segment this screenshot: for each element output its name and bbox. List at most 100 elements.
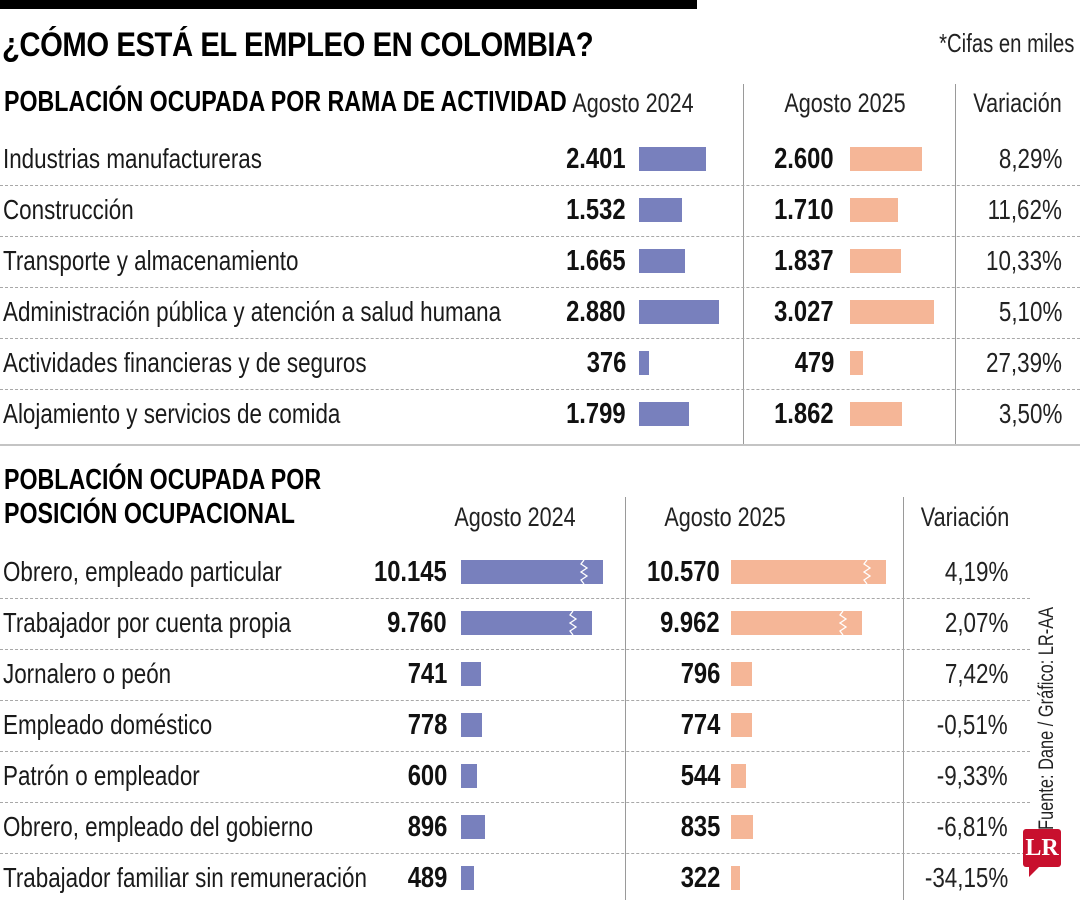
value-2025: 835 bbox=[680, 811, 720, 843]
section-title-posicion-1: POBLACIÓN OCUPADA POR bbox=[4, 464, 322, 496]
value-2024: 2.880 bbox=[566, 296, 626, 328]
row-label: Obrero, empleado del gobierno bbox=[3, 811, 314, 842]
variation: 7,42% bbox=[944, 658, 1008, 689]
variation: 2,07% bbox=[944, 607, 1008, 638]
axis-break-icon bbox=[862, 560, 872, 584]
bar-2024 bbox=[461, 866, 475, 890]
value-2024: 1.665 bbox=[566, 245, 626, 277]
value-2025: 3.027 bbox=[774, 296, 834, 328]
row-divider bbox=[0, 597, 1030, 599]
row-divider bbox=[0, 750, 1030, 752]
row-divider bbox=[0, 699, 1030, 701]
value-2024: 489 bbox=[407, 862, 447, 894]
value-2025: 774 bbox=[680, 709, 720, 741]
value-2024: 2.401 bbox=[566, 143, 626, 175]
variation: 10,33% bbox=[986, 245, 1062, 276]
row-label: Jornalero o peón bbox=[3, 658, 172, 689]
section-title-rama: POBLACIÓN OCUPADA POR RAMA DE ACTIVIDAD bbox=[4, 86, 567, 118]
row-label: Alojamiento y servicios de comida bbox=[3, 398, 341, 429]
axis-break-icon bbox=[579, 560, 589, 584]
row-label: Patrón o empleador bbox=[3, 760, 200, 791]
bar-2024 bbox=[461, 815, 485, 839]
row-label: Administración pública y atención a salu… bbox=[3, 296, 502, 327]
row-divider bbox=[0, 184, 1080, 186]
value-2025: 9.962 bbox=[660, 607, 720, 639]
col-head-2025: Agosto 2025 bbox=[784, 88, 906, 118]
bar-2024 bbox=[639, 147, 706, 171]
row-label: Trabajador por cuenta propia bbox=[3, 607, 292, 638]
value-2025: 10.570 bbox=[647, 556, 720, 588]
bar-2025 bbox=[731, 713, 752, 737]
variation: 11,62% bbox=[987, 194, 1062, 225]
bar-2024 bbox=[461, 764, 478, 788]
units-note: *Cifas en miles bbox=[938, 28, 1074, 58]
bar-2024 bbox=[639, 351, 650, 375]
value-2024: 9.760 bbox=[387, 607, 447, 639]
value-2024: 1.532 bbox=[566, 194, 626, 226]
value-2024: 778 bbox=[407, 709, 447, 741]
value-2024: 1.799 bbox=[566, 398, 626, 430]
divider-v2 bbox=[955, 84, 956, 446]
row-divider bbox=[0, 852, 1030, 854]
bar-2025 bbox=[850, 351, 864, 375]
variation: 5,10% bbox=[998, 296, 1062, 327]
row-label: Obrero, empleado particular bbox=[3, 556, 282, 587]
variation: -9,33% bbox=[937, 760, 1008, 791]
bar-2025 bbox=[731, 611, 862, 635]
bar-2025 bbox=[731, 866, 740, 890]
row-divider bbox=[0, 801, 1030, 803]
row-divider bbox=[0, 388, 1080, 390]
bar-2025 bbox=[731, 560, 886, 584]
bar-2024 bbox=[461, 713, 482, 737]
bar-2025 bbox=[731, 662, 753, 686]
bar-2025 bbox=[850, 198, 898, 222]
divider-v4 bbox=[903, 497, 904, 900]
divider-v1 bbox=[743, 84, 744, 446]
value-2024: 741 bbox=[407, 658, 447, 690]
bar-2025 bbox=[850, 147, 923, 171]
bar-2024 bbox=[461, 662, 481, 686]
variation: -34,15% bbox=[924, 862, 1008, 893]
page-title: ¿CÓMO ESTÁ EL EMPLEO EN COLOMBIA? bbox=[2, 26, 594, 64]
variation: 27,39% bbox=[986, 347, 1062, 378]
row-label: Construcción bbox=[3, 194, 134, 225]
row-divider bbox=[0, 337, 1080, 339]
bar-2024 bbox=[461, 611, 592, 635]
col-head-2024: Agosto 2024 bbox=[572, 88, 694, 118]
axis-break-icon bbox=[838, 611, 848, 635]
value-2025: 796 bbox=[680, 658, 720, 690]
bar-2024 bbox=[639, 249, 686, 273]
value-2024: 10.145 bbox=[374, 556, 447, 588]
value-2025: 322 bbox=[680, 862, 720, 894]
value-2025: 1.837 bbox=[774, 245, 834, 277]
source-credit: Fuente: Dane / Gráfico: LR-AA bbox=[1035, 606, 1058, 830]
bar-2024 bbox=[639, 402, 689, 426]
value-2024: 376 bbox=[586, 347, 626, 379]
col-head-variacion-b: Variación bbox=[920, 502, 1010, 532]
variation: -6,81% bbox=[937, 811, 1008, 842]
row-label: Empleado doméstico bbox=[3, 709, 213, 740]
value-2024: 600 bbox=[407, 760, 447, 792]
row-divider bbox=[0, 648, 1030, 650]
variation: 8,29% bbox=[998, 143, 1062, 174]
divider-v3 bbox=[625, 497, 626, 900]
variation: -0,51% bbox=[937, 709, 1008, 740]
value-2025: 479 bbox=[794, 347, 834, 379]
row-label: Industrias manufactureras bbox=[3, 143, 262, 174]
lr-logo: LR bbox=[1023, 829, 1061, 877]
value-2025: 1.862 bbox=[774, 398, 834, 430]
bar-2025 bbox=[731, 764, 746, 788]
row-label: Actividades financieras y de seguros bbox=[3, 347, 367, 378]
value-2025: 2.600 bbox=[774, 143, 834, 175]
bar-2024 bbox=[461, 560, 603, 584]
row-label: Trabajador familiar sin remuneración bbox=[3, 862, 367, 893]
bar-2025 bbox=[850, 249, 902, 273]
value-2024: 896 bbox=[407, 811, 447, 843]
variation: 4,19% bbox=[944, 556, 1008, 587]
row-divider bbox=[0, 286, 1080, 288]
variation: 3,50% bbox=[998, 398, 1062, 429]
bar-2024 bbox=[639, 198, 682, 222]
axis-break-icon bbox=[568, 611, 578, 635]
row-label: Transporte y almacenamiento bbox=[3, 245, 299, 276]
row-divider bbox=[0, 235, 1080, 237]
